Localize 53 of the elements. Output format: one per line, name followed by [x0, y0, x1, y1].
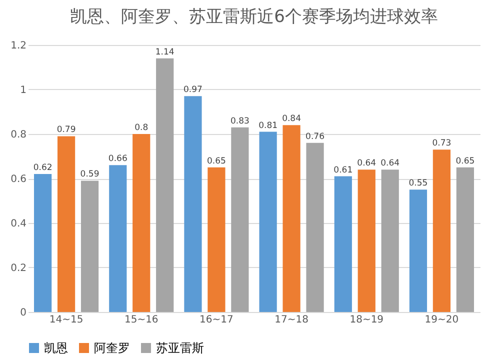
- legend-label: 凯恩: [44, 341, 68, 355]
- bar: [34, 174, 52, 312]
- y-tick-label: 0.4: [10, 218, 26, 230]
- y-tick-label: 1.2: [10, 40, 26, 52]
- bar: [409, 190, 428, 312]
- data-label: 1.14: [155, 47, 174, 58]
- bar: [109, 165, 127, 312]
- x-tick-label: 14~15: [49, 314, 84, 326]
- bar: [306, 142, 324, 312]
- data-label: 0.97: [184, 85, 202, 96]
- legend-label: 阿奎罗: [94, 341, 130, 355]
- bar: [259, 132, 277, 312]
- bar: [358, 170, 376, 312]
- bar: [132, 134, 150, 312]
- y-tick-label: 0.8: [10, 130, 26, 140]
- y-tick-label: 0: [20, 308, 26, 318]
- bar: [432, 150, 451, 312]
- bar: [282, 125, 300, 312]
- x-tick-label: 17~18: [274, 314, 308, 326]
- data-label: 0.64: [357, 158, 376, 169]
- x-tick-label: 18~19: [350, 314, 384, 326]
- data-label: 0.8: [134, 123, 148, 133]
- legend-label: 苏亚雷斯: [156, 341, 204, 355]
- data-label: 0.65: [456, 156, 475, 166]
- data-label: 0.59: [80, 170, 100, 180]
- data-label: 0.64: [380, 158, 400, 169]
- y-tick-label: 0.2: [10, 263, 26, 274]
- data-label: 0.73: [432, 138, 452, 149]
- data-label: 0.81: [258, 120, 278, 131]
- x-tick-label: 19~20: [424, 314, 459, 326]
- x-tick-label: 16~17: [200, 314, 234, 326]
- bar: [57, 136, 76, 312]
- data-label: 0.55: [408, 178, 428, 189]
- data-label: 0.83: [230, 116, 250, 126]
- y-tick-label: 1: [20, 85, 26, 96]
- data-label: 0.62: [33, 163, 52, 174]
- data-label: 0.66: [108, 154, 128, 164]
- y-tick-label: 0.6: [10, 174, 26, 185]
- bar: [456, 167, 474, 312]
- data-label: 0.84: [282, 114, 302, 124]
- data-label: 0.76: [306, 132, 324, 142]
- bar: [231, 127, 249, 312]
- chart-title: 凯恩、阿奎罗、苏亚雷斯近6个赛季场均进球效率: [70, 7, 438, 27]
- x-tick-label: 15~16: [124, 314, 158, 326]
- bar: [156, 58, 174, 312]
- bar: [334, 176, 352, 312]
- bar: [381, 170, 399, 312]
- bar: [208, 167, 226, 312]
- bar: [80, 180, 99, 312]
- data-label: 0.65: [206, 156, 226, 166]
- data-label: 0.61: [334, 165, 353, 176]
- data-label: 0.79: [56, 125, 76, 136]
- bar: [184, 96, 202, 312]
